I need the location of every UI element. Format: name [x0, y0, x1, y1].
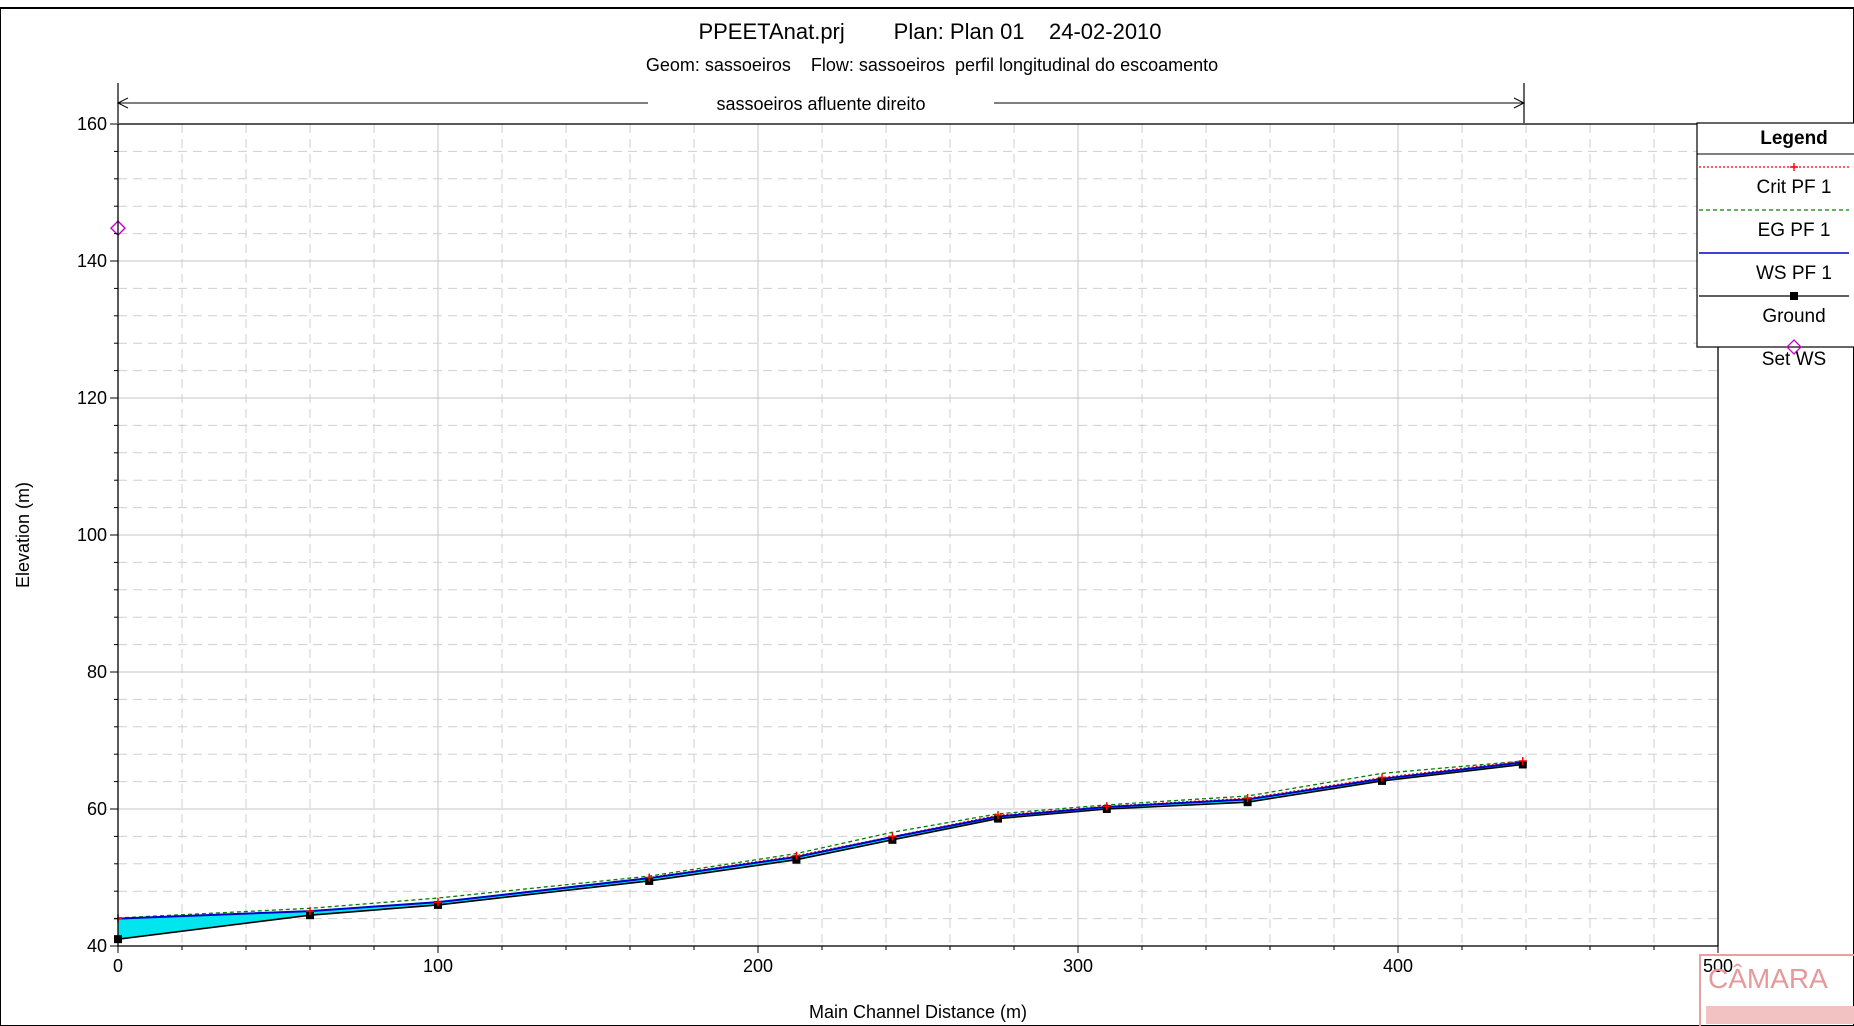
y-tick-label: 60	[87, 799, 107, 819]
chart-subtitle: Geom: sassoeiros Flow: sassoeiros perfil…	[646, 55, 1218, 75]
y-tick-label: 80	[87, 662, 107, 682]
crit-point	[645, 873, 654, 882]
legend-label-ground: Ground	[1762, 306, 1825, 327]
series-layer	[110, 220, 1527, 944]
legend-label-setws: Set WS	[1762, 349, 1826, 370]
crit-point	[1378, 773, 1386, 782]
crit-point	[1518, 757, 1527, 766]
stamp-text: CÂMARA	[1708, 963, 1828, 994]
legend-label-ws: WS PF 1	[1756, 263, 1832, 284]
x-tick-label: 200	[743, 956, 773, 976]
grid	[118, 124, 1718, 946]
x-tick-label: 0	[113, 956, 123, 976]
x-tick-label: 400	[1383, 956, 1413, 976]
x-tick-label: 300	[1063, 956, 1093, 976]
crit-point	[994, 811, 1002, 820]
legend-title: Legend	[1760, 128, 1828, 149]
ground-point	[306, 911, 314, 920]
chart-title: PPEETAnat.prj Plan: Plan 01 24-02-2010	[698, 19, 1161, 44]
legend-box	[1696, 122, 1854, 348]
y-tick-label: 120	[77, 388, 107, 408]
legend-label-crit: Crit PF 1	[1757, 177, 1832, 198]
crit-point	[792, 851, 801, 860]
legend: Legend Crit PF 1 EG PF 1 WS PF 1 Ground Set …	[1696, 122, 1854, 370]
series-eg-line	[117, 760, 1523, 919]
y-tick-label: 160	[77, 114, 107, 134]
ground-point	[1243, 798, 1252, 807]
y-tick-label: 140	[77, 251, 107, 271]
legend-label-eg: EG PF 1	[1758, 220, 1831, 241]
reach-label: sassoeiros afluente direito	[716, 94, 925, 114]
ground-point	[792, 855, 801, 864]
crit-point	[1243, 794, 1252, 803]
crit-point	[306, 907, 314, 916]
y-axis-label: Elevation (m)	[13, 482, 33, 588]
y-tick-label: 100	[77, 525, 107, 545]
y-tick-label: 40	[87, 936, 107, 956]
reach-indicator: sassoeiros afluente direito	[116, 83, 1526, 123]
crit-point	[434, 898, 442, 907]
crit-point	[888, 832, 897, 841]
legend-crit-marker	[1790, 163, 1798, 171]
legend-ground-marker	[1790, 292, 1798, 300]
ticks-layer: 0 100 200 300 400 500 40 60 80 100 120 140 160	[77, 114, 1733, 976]
crit-point	[1102, 802, 1111, 811]
x-tick-label: 500	[1703, 956, 1733, 976]
x-tick-label: 100	[423, 956, 453, 976]
stamp: CÂMARA	[1699, 954, 1854, 1026]
x-axis-label: Main Channel Distance (m)	[809, 1002, 1027, 1022]
legend-setws-symbol	[1786, 339, 1802, 355]
